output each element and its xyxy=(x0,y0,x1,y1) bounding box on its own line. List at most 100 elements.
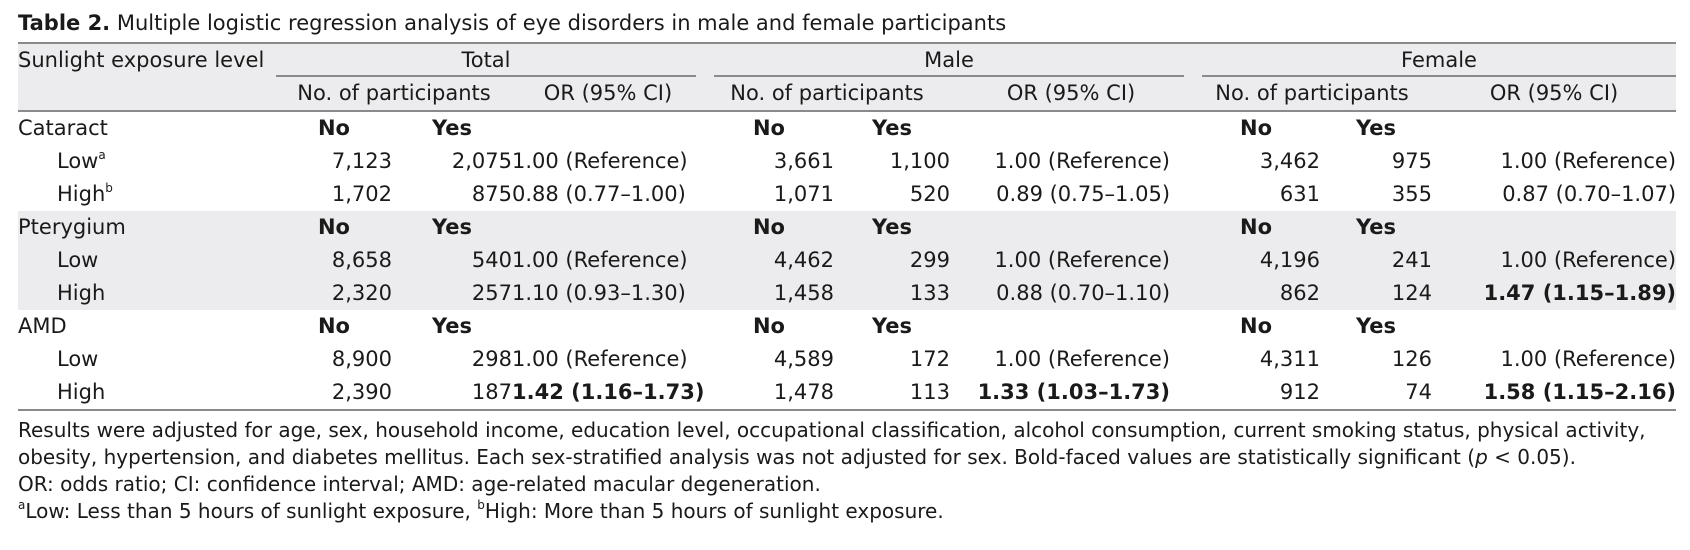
caption-text: Multiple logistic regression analysis of… xyxy=(110,11,1007,35)
cell: 540 xyxy=(471,248,512,272)
cell: 2,075 xyxy=(451,149,512,173)
cell: 74 xyxy=(1405,380,1433,404)
table-row: Lowa 7,123 2,075 1.00 (Reference) 3,661 … xyxy=(18,145,1676,178)
cell: 1.00 (Reference) xyxy=(1500,248,1677,272)
cell: 1.00 (Reference) xyxy=(994,149,1171,173)
cell-significant: 1.47 (1.15–1.89) xyxy=(1483,281,1677,305)
cell: 113 xyxy=(909,380,950,404)
cell: 1,458 xyxy=(773,281,834,305)
cell: 4,589 xyxy=(773,347,834,371)
section-row-cataract: Cataract No Yes No Yes No Yes xyxy=(18,111,1676,145)
col-no: No xyxy=(1240,116,1273,140)
cell: 7,123 xyxy=(331,149,392,173)
table-caption: Table 2. Multiple logistic regression an… xyxy=(18,8,1676,38)
footnote-abbreviations: OR: odds ratio; CI: confidence interval;… xyxy=(18,472,821,496)
top-rule xyxy=(18,42,1676,44)
cell: 1.10 (0.93–1.30) xyxy=(512,281,686,305)
cell: 3,462 xyxy=(1259,149,1321,173)
col-yes: Yes xyxy=(871,215,913,239)
row-label: Highb xyxy=(57,181,113,206)
col-no: No xyxy=(317,116,350,140)
cell: 3,661 xyxy=(773,149,834,173)
cell: 0.89 (0.75–1.05) xyxy=(996,182,1171,206)
cell: 8,900 xyxy=(331,347,392,371)
col-no: No xyxy=(1240,314,1273,338)
cell: 520 xyxy=(909,182,950,206)
subheader-participants: No. of participants xyxy=(704,77,950,112)
cell: 133 xyxy=(909,281,950,305)
cell: 299 xyxy=(909,248,950,272)
group-header-total: Total xyxy=(276,44,704,77)
row-label: Lowa xyxy=(57,148,106,173)
col-yes: Yes xyxy=(431,314,473,338)
section-label: AMD xyxy=(18,314,67,338)
table-row: High 2,320 257 1.10 (0.93–1.30) 1,458 13… xyxy=(18,277,1677,310)
cell: 2,390 xyxy=(331,380,392,404)
col-no: No xyxy=(752,314,785,338)
col-yes: Yes xyxy=(431,215,473,239)
cell: 1.00 (Reference) xyxy=(512,347,688,371)
table-footnotes: Results were adjusted for age, sex, hous… xyxy=(18,417,1676,525)
section-label: Pterygium xyxy=(18,215,126,239)
cell: 172 xyxy=(909,347,950,371)
cell: 2,320 xyxy=(331,281,392,305)
table-row: High 2,390 187 1.42 (1.16–1.73) 1,478 11… xyxy=(18,376,1676,409)
col-yes: Yes xyxy=(871,116,913,140)
cell: 1.00 (Reference) xyxy=(994,347,1171,371)
subheader-or: OR (95% CI) xyxy=(1432,77,1677,112)
bottom-rule xyxy=(18,409,1676,411)
cell: 1,702 xyxy=(331,182,392,206)
cell: 1.00 (Reference) xyxy=(994,248,1171,272)
cell: 631 xyxy=(1279,182,1321,206)
cell: 1.00 (Reference) xyxy=(1500,347,1677,371)
header-row-groups: Sunlight exposure level Total Male Femal… xyxy=(18,44,1677,77)
col-no: No xyxy=(752,215,785,239)
cell: 126 xyxy=(1391,347,1433,371)
col-yes: Yes xyxy=(1356,314,1397,338)
section-row-pterygium: Pterygium No Yes No Yes No Yes xyxy=(18,211,1677,244)
col-yes: Yes xyxy=(871,314,913,338)
section-row-amd: AMD No Yes No Yes No Yes xyxy=(18,310,1676,343)
cell: 241 xyxy=(1391,248,1433,272)
cell-significant: 1.58 (1.15–2.16) xyxy=(1483,380,1677,404)
cell: 862 xyxy=(1279,281,1321,305)
cell: 1.00 (Reference) xyxy=(512,149,688,173)
group-header-female: Female xyxy=(1192,44,1677,77)
table-row: Highb 1,702 875 0.88 (0.77–1.00) 1,071 5… xyxy=(18,178,1676,211)
cell-significant: 1.42 (1.16–1.73) xyxy=(512,380,705,404)
subheader-or: OR (95% CI) xyxy=(512,77,704,112)
cell: 298 xyxy=(471,347,512,371)
table-row: Low 8,900 298 1.00 (Reference) 4,589 172… xyxy=(18,343,1676,376)
header-blank xyxy=(18,77,276,112)
col-yes: Yes xyxy=(1356,116,1397,140)
cell: 187 xyxy=(471,380,512,404)
col-no: No xyxy=(317,215,350,239)
col-no: No xyxy=(752,116,785,140)
cell: 4,462 xyxy=(773,248,834,272)
subheader-or: OR (95% CI) xyxy=(950,77,1193,112)
cell-significant: 1.33 (1.03–1.73) xyxy=(977,380,1171,404)
col-yes: Yes xyxy=(1356,215,1397,239)
footnote-adjustment: Results were adjusted for age, sex, hous… xyxy=(18,418,1646,442)
cell: 4,311 xyxy=(1259,347,1321,371)
header-row-sub: No. of participants OR (95% CI) No. of p… xyxy=(18,77,1677,112)
cell: 257 xyxy=(471,281,512,305)
cell: 4,196 xyxy=(1259,248,1321,272)
col-no: No xyxy=(1240,215,1273,239)
regression-table: Sunlight exposure level Total Male Femal… xyxy=(18,44,1677,409)
section-label: Cataract xyxy=(18,116,108,140)
group-header-male: Male xyxy=(704,44,1192,77)
subheader-participants: No. of participants xyxy=(276,77,512,112)
row-label: High xyxy=(57,281,106,305)
row-label: Low xyxy=(57,347,99,371)
cell: 355 xyxy=(1391,182,1433,206)
col-no: No xyxy=(317,314,350,338)
cell: 0.88 (0.70–1.10) xyxy=(996,281,1171,305)
cell: 0.88 (0.77–1.00) xyxy=(512,182,686,206)
cell: 8,658 xyxy=(331,248,392,272)
footnote-definitions: aLow: Less than 5 hours of sunlight expo… xyxy=(18,498,944,523)
caption-label: Table 2. xyxy=(18,11,111,35)
cell: 1.00 (Reference) xyxy=(512,248,688,272)
row-label-header: Sunlight exposure level xyxy=(18,48,265,72)
cell: 124 xyxy=(1391,281,1433,305)
